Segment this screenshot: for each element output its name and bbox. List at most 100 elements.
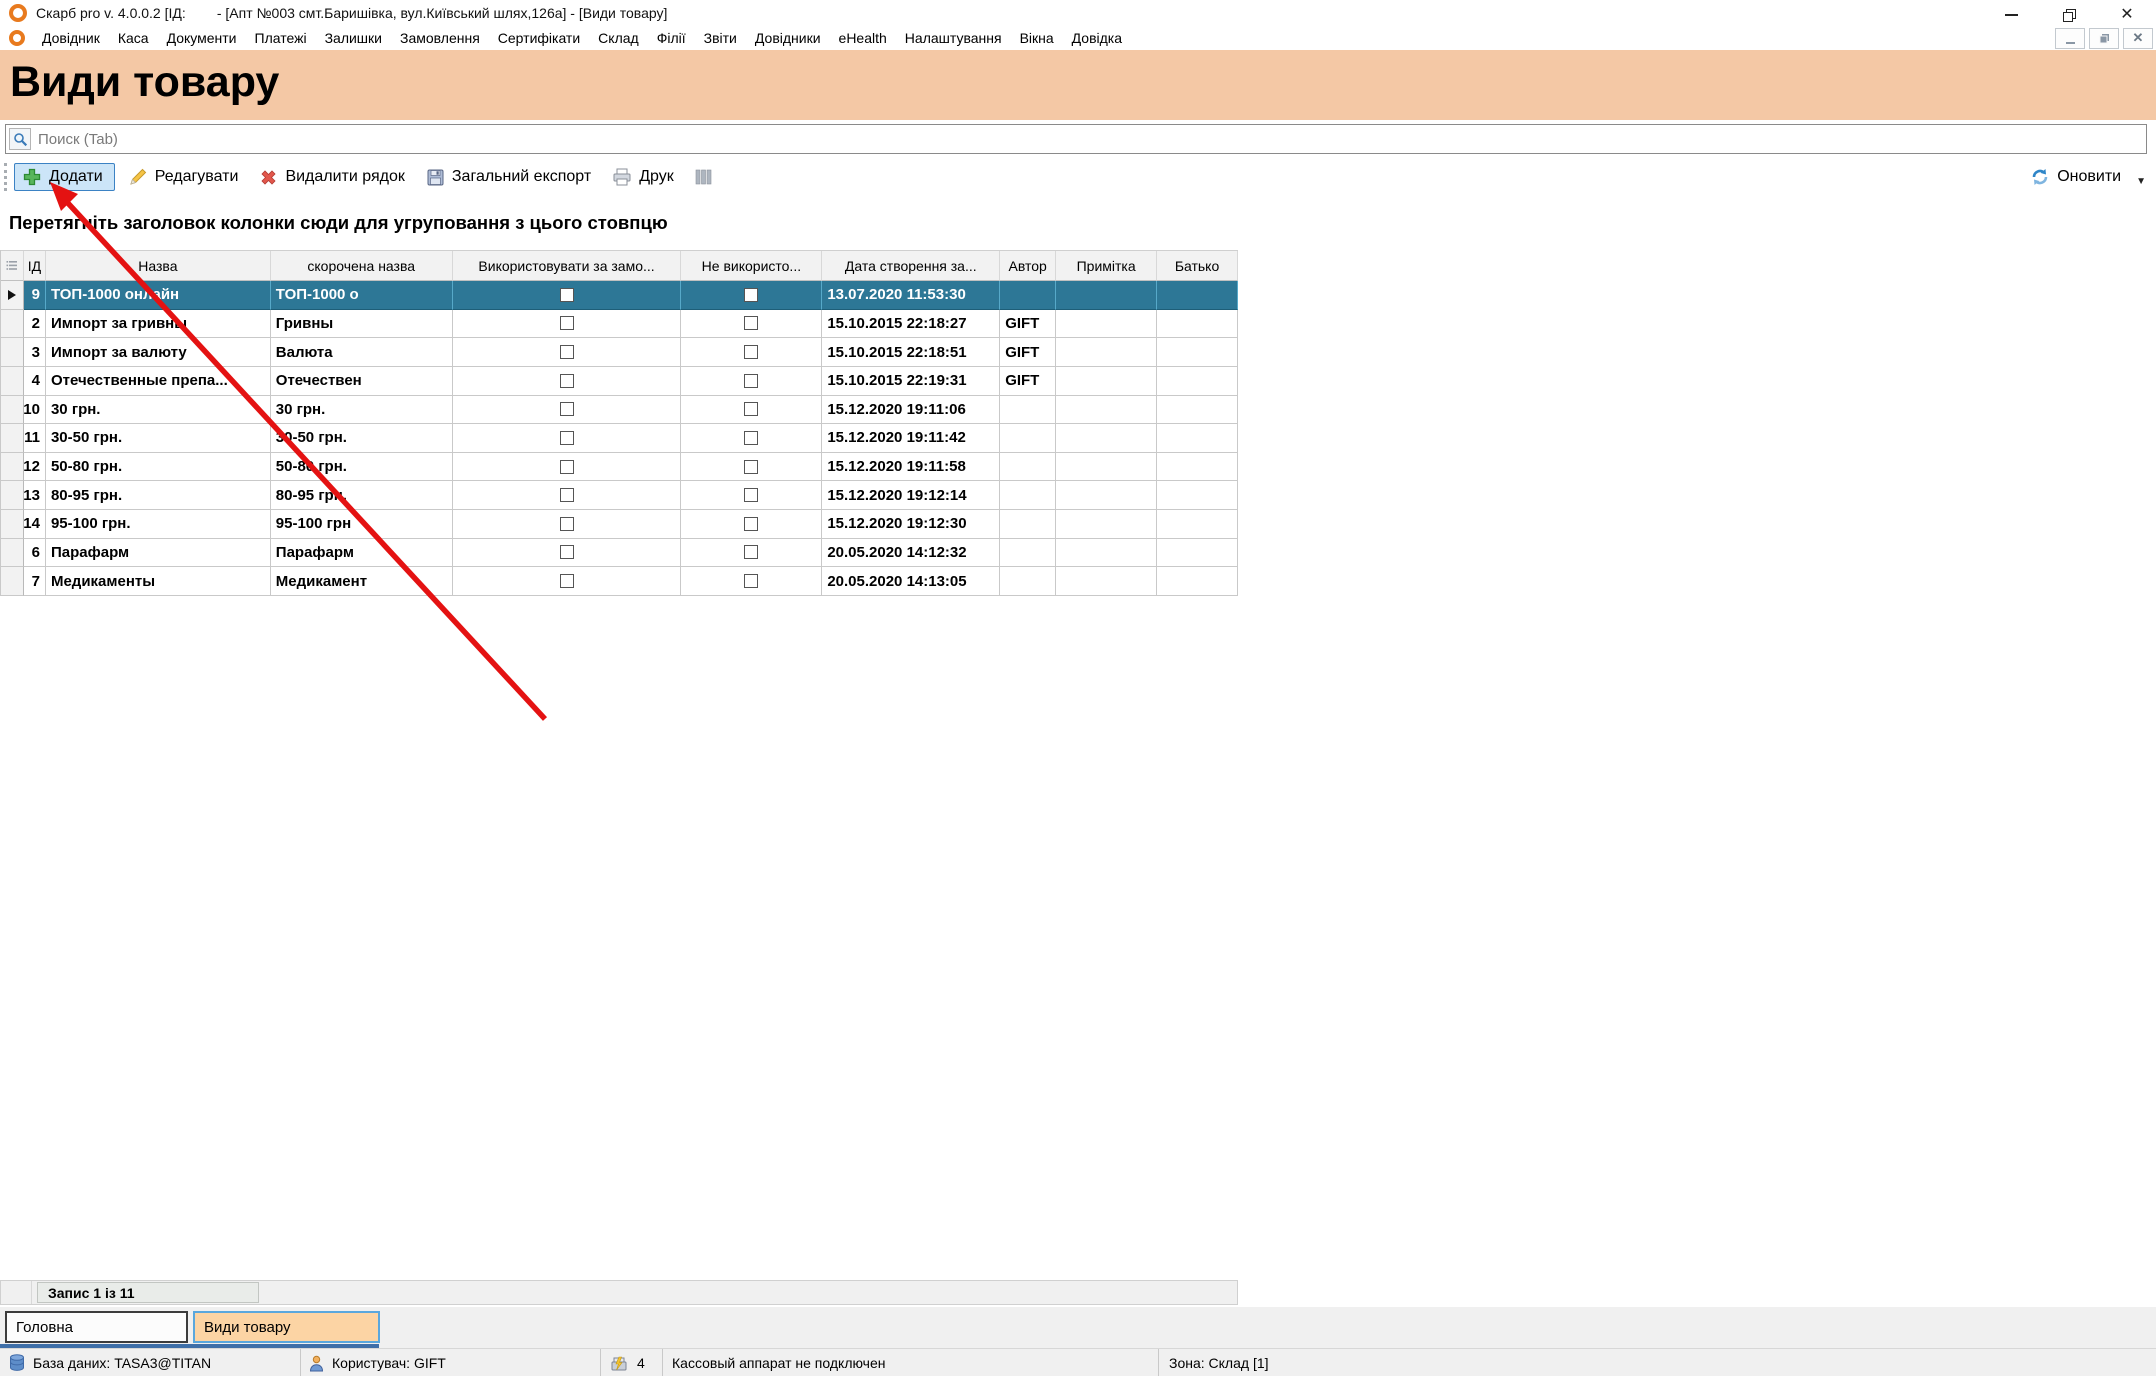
cell-not-used bbox=[681, 567, 823, 596]
menu-zalyshky[interactable]: Залишки bbox=[324, 30, 382, 46]
use-default-checkbox[interactable] bbox=[559, 345, 574, 360]
add-button[interactable]: Додати bbox=[14, 163, 115, 191]
column-header-author[interactable]: Автор bbox=[1000, 251, 1057, 281]
use-default-checkbox[interactable] bbox=[559, 516, 574, 531]
menu-sertyfikaty[interactable]: Сертифікати bbox=[497, 30, 581, 46]
tab-vydy-tovaru[interactable]: Види товару bbox=[193, 1311, 380, 1343]
mdi-restore-button[interactable] bbox=[2089, 27, 2119, 49]
search-input[interactable] bbox=[36, 129, 2146, 149]
table-row[interactable]: 6 Парафарм Парафарм 20.05.2020 14:12:32 bbox=[1, 538, 1238, 568]
not-used-checkbox[interactable] bbox=[744, 545, 759, 560]
use-default-checkbox[interactable] bbox=[559, 430, 574, 445]
cell-name: Отечественные препа... bbox=[45, 366, 271, 396]
column-header-short-name[interactable]: скорочена назва bbox=[270, 251, 453, 281]
tab-vydy-tovaru-label: Види товару bbox=[204, 1318, 291, 1336]
column-header-not-used[interactable]: Не використо... bbox=[681, 251, 823, 281]
menu-nalashtuvannia[interactable]: Налаштування bbox=[904, 30, 1002, 46]
cell-use-default bbox=[452, 510, 682, 539]
status-cash-status-text: Кассовый аппарат не подключен bbox=[672, 1355, 886, 1371]
menu-vikna[interactable]: Вікна bbox=[1019, 30, 1054, 46]
menu-dovidnyk[interactable]: Довідник bbox=[42, 30, 100, 46]
row-indicator bbox=[1, 510, 24, 539]
cell-note bbox=[1056, 481, 1158, 510]
record-bar-corner bbox=[1, 1281, 32, 1304]
table-row[interactable]: 3 Импорт за валюту Валюта 15.10.2015 22:18:… bbox=[1, 338, 1238, 367]
status-database-text: База даних: TASA3@TITAN bbox=[33, 1355, 212, 1371]
cell-id: 4 bbox=[23, 366, 46, 396]
close-button[interactable]: ✕ bbox=[2098, 0, 2156, 30]
menu-dovidka[interactable]: Довідка bbox=[1071, 30, 1123, 46]
column-header-id[interactable]: ІД bbox=[23, 251, 46, 281]
menu-ehealth[interactable]: eHealth bbox=[838, 30, 887, 46]
column-header-note[interactable]: Примітка bbox=[1056, 251, 1158, 281]
menu-platezhi[interactable]: Платежі bbox=[254, 30, 307, 46]
menu-dovidnyky[interactable]: Довідники bbox=[754, 30, 821, 46]
use-default-checkbox[interactable] bbox=[559, 316, 574, 331]
not-used-checkbox[interactable] bbox=[744, 316, 759, 331]
cell-not-used bbox=[681, 309, 823, 339]
minimize-button[interactable] bbox=[1982, 0, 2040, 30]
menu-dokumenty[interactable]: Документи bbox=[166, 30, 237, 46]
status-user-section: Користувач: GIFT bbox=[300, 1349, 600, 1376]
edit-button[interactable]: Редагувати bbox=[120, 163, 247, 191]
not-used-checkbox[interactable] bbox=[744, 345, 759, 360]
delete-row-button[interactable]: Видалити рядок bbox=[251, 164, 412, 191]
table-row[interactable]: 14 95-100 грн. 95-100 грн 15.12.2020 19:12:… bbox=[1, 510, 1238, 539]
use-default-checkbox[interactable] bbox=[559, 459, 574, 474]
table-row[interactable]: 12 50-80 грн. 50-80 грн. 15.12.2020 19:11:5… bbox=[1, 452, 1238, 482]
not-used-checkbox[interactable] bbox=[744, 459, 759, 474]
table-row[interactable]: 7 Медикаменты Медикамент 20.05.2020 14:13:0… bbox=[1, 567, 1238, 596]
menu-kasa[interactable]: Каса bbox=[117, 30, 149, 46]
menu-filii[interactable]: Філії bbox=[656, 30, 686, 46]
cell-note bbox=[1056, 510, 1158, 539]
mdi-close-button[interactable]: ✕ bbox=[2123, 27, 2153, 49]
table-row[interactable]: 9 ТОП-1000 онлайн ТОП-1000 о 13.07.2020 11:… bbox=[1, 281, 1238, 310]
cell-created: 15.10.2015 22:19:31 bbox=[822, 366, 1001, 396]
print-button[interactable]: Друк bbox=[604, 164, 682, 190]
export-button[interactable]: Загальний експорт bbox=[418, 164, 599, 191]
column-chooser-button[interactable] bbox=[687, 165, 720, 189]
table-row[interactable]: 2 Импорт за гривны Гривны 15.10.2015 22:18:… bbox=[1, 309, 1238, 339]
row-indicator bbox=[1, 567, 24, 596]
column-header-parent[interactable]: Батько bbox=[1157, 251, 1239, 281]
mdi-minimize-button[interactable] bbox=[2055, 27, 2085, 49]
refresh-dropdown-icon[interactable]: ▼ bbox=[2136, 176, 2146, 187]
grid-corner-icon[interactable] bbox=[1, 251, 24, 281]
use-default-checkbox[interactable] bbox=[559, 545, 574, 560]
use-default-checkbox[interactable] bbox=[559, 287, 574, 302]
menu-zamovlennia[interactable]: Замовлення bbox=[400, 30, 480, 46]
cell-use-default bbox=[452, 395, 682, 425]
restore-button[interactable] bbox=[2040, 0, 2098, 30]
not-used-checkbox[interactable] bbox=[744, 516, 759, 531]
app-logo-small-icon bbox=[9, 30, 25, 46]
use-default-checkbox[interactable] bbox=[559, 373, 574, 388]
table-row[interactable]: 13 80-95 грн. 80-95 грн. 15.12.2020 19:12:1… bbox=[1, 481, 1238, 510]
not-used-checkbox[interactable] bbox=[744, 373, 759, 388]
column-header-use-default[interactable]: Використовувати за замо... bbox=[452, 251, 682, 281]
not-used-checkbox[interactable] bbox=[744, 287, 759, 302]
not-used-checkbox[interactable] bbox=[744, 488, 759, 503]
table-row[interactable]: 4 Отечественные препа... Отечествен 15.10.2… bbox=[1, 366, 1238, 396]
menu-sklad[interactable]: Склад bbox=[598, 30, 639, 46]
not-used-checkbox[interactable] bbox=[744, 430, 759, 445]
cell-not-used bbox=[681, 281, 823, 310]
menu-zvity[interactable]: Звіти bbox=[703, 30, 737, 46]
use-default-checkbox[interactable] bbox=[559, 574, 574, 589]
status-user-text: Користувач: GIFT bbox=[332, 1355, 446, 1371]
cell-name: 30 грн. bbox=[45, 395, 271, 425]
toolbar-grip-handle[interactable] bbox=[4, 163, 9, 191]
cell-use-default bbox=[452, 338, 682, 367]
tab-holovna[interactable]: Головна bbox=[5, 1311, 188, 1343]
not-used-checkbox[interactable] bbox=[744, 574, 759, 589]
not-used-checkbox[interactable] bbox=[744, 402, 759, 417]
column-header-created[interactable]: Дата створення за... bbox=[822, 251, 1001, 281]
cell-note bbox=[1056, 338, 1158, 367]
columns-icon bbox=[695, 169, 712, 185]
use-default-checkbox[interactable] bbox=[559, 488, 574, 503]
use-default-checkbox[interactable] bbox=[559, 402, 574, 417]
cell-parent bbox=[1157, 424, 1238, 453]
table-row[interactable]: 11 30-50 грн. 30-50 грн. 15.12.2020 19:11:4… bbox=[1, 424, 1238, 453]
refresh-button[interactable]: Оновити ▼ bbox=[2030, 167, 2146, 187]
column-header-name[interactable]: Назва bbox=[45, 251, 271, 281]
table-row[interactable]: 10 30 грн. 30 грн. 15.12.2020 19:11:06 bbox=[1, 395, 1238, 425]
